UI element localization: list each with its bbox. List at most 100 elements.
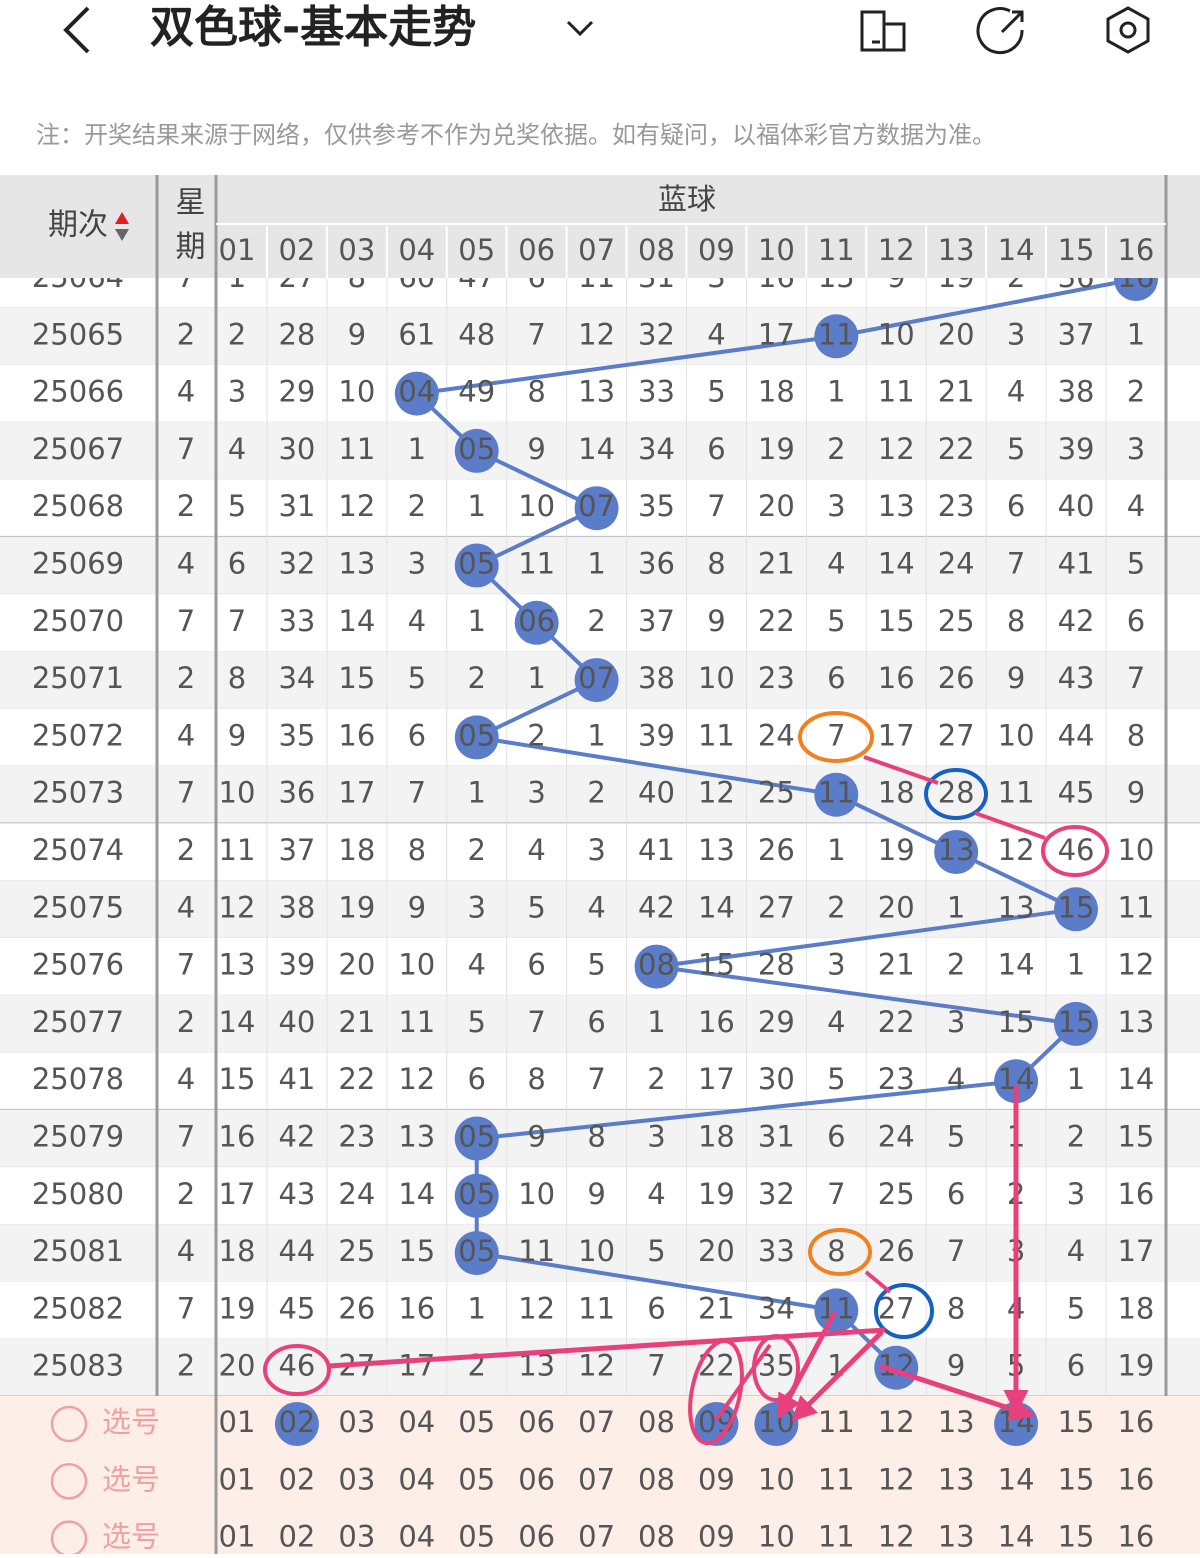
period-header[interactable]: 期次	[48, 208, 108, 243]
select-number[interactable]: 04	[398, 1405, 435, 1439]
settings-icon[interactable]	[1106, 6, 1150, 54]
weekday: 4	[177, 1062, 195, 1096]
select-number[interactable]: 14	[998, 1520, 1035, 1554]
select-number[interactable]: 15	[1058, 1405, 1095, 1439]
select-number[interactable]: 13	[938, 1405, 975, 1439]
miss-count: 1	[947, 890, 965, 924]
miss-count: 28	[938, 776, 975, 810]
select-number[interactable]: 11	[818, 1462, 855, 1496]
select-number[interactable]: 12	[878, 1520, 915, 1554]
miss-count: 11	[878, 375, 915, 409]
ball-number: 05	[458, 1177, 495, 1211]
miss-count: 1	[1067, 948, 1085, 982]
select-number[interactable]: 15	[1058, 1462, 1095, 1496]
select-number[interactable]: 09	[698, 1520, 735, 1554]
miss-count: 1	[647, 1005, 665, 1039]
miss-count: 9	[228, 718, 246, 752]
miss-count: 29	[278, 375, 315, 409]
miss-count: 2	[467, 833, 485, 867]
select-number[interactable]: 09	[698, 1462, 735, 1496]
select-label[interactable]: 选号	[102, 1462, 160, 1496]
select-label[interactable]: 选号	[102, 1405, 160, 1439]
select-number[interactable]: 03	[338, 1520, 375, 1554]
select-number[interactable]: 08	[638, 1405, 675, 1439]
select-number[interactable]: 13	[938, 1520, 975, 1554]
select-number[interactable]: 11	[818, 1405, 855, 1439]
miss-count: 4	[1067, 1234, 1085, 1268]
row-bg	[0, 536, 1200, 595]
weekday: 2	[177, 317, 195, 351]
back-icon[interactable]	[63, 6, 90, 54]
miss-count: 21	[698, 1291, 735, 1325]
select-number[interactable]: 06	[518, 1462, 555, 1496]
select-number[interactable]: 16	[1117, 1462, 1154, 1496]
select-number[interactable]: 01	[219, 1520, 256, 1554]
trend-line	[475, 678, 598, 740]
miss-count: 24	[938, 547, 975, 581]
select-number[interactable]: 05	[458, 1462, 495, 1496]
select-number[interactable]: 06	[518, 1520, 555, 1554]
miss-count: 5	[1007, 432, 1025, 466]
select-number[interactable]: 03	[338, 1405, 375, 1439]
period: 25073	[32, 776, 124, 810]
select-number[interactable]: 08	[638, 1462, 675, 1496]
select-number[interactable]: 02	[278, 1462, 315, 1496]
miss-count: 23	[758, 661, 795, 695]
layout-icon[interactable]	[860, 10, 906, 52]
select-number[interactable]: 01	[219, 1462, 256, 1496]
select-number[interactable]: 10	[758, 1520, 795, 1554]
miss-count: 44	[278, 1234, 315, 1268]
miss-count: 12	[578, 1349, 615, 1383]
miss-count: 36	[638, 547, 675, 581]
miss-count: 4	[827, 1005, 845, 1039]
selected-ball[interactable]	[694, 1402, 739, 1446]
settings-dot	[1119, 21, 1137, 39]
select-number[interactable]: 11	[818, 1520, 855, 1554]
select-number[interactable]: 07	[578, 1520, 615, 1554]
miss-count: 22	[938, 432, 975, 466]
ball	[814, 314, 859, 359]
select-number[interactable]: 04	[398, 1462, 435, 1496]
select-number[interactable]: 08	[638, 1520, 675, 1554]
miss-count: 23	[878, 1062, 915, 1096]
miss-count: 5	[408, 661, 426, 695]
column-header: 05	[458, 233, 495, 267]
select-label[interactable]: 选号	[102, 1520, 160, 1554]
select-number[interactable]: 01	[219, 1405, 256, 1439]
select-number[interactable]: 07	[578, 1462, 615, 1496]
miss-count: 8	[1007, 604, 1025, 638]
miss-count: 8	[1127, 718, 1145, 752]
select-number[interactable]: 14	[998, 1462, 1035, 1496]
arrow	[879, 1363, 1035, 1421]
select-number[interactable]: 02	[278, 1520, 315, 1554]
miss-count: 17	[698, 1062, 735, 1096]
period: 25076	[32, 948, 124, 982]
select-number[interactable]: 16	[1117, 1405, 1154, 1439]
select-number[interactable]: 07	[578, 1405, 615, 1439]
select-number[interactable]: 06	[518, 1405, 555, 1439]
miss-count: 33	[278, 604, 315, 638]
select-number[interactable]: 05	[458, 1405, 495, 1439]
miss-count: 2	[587, 604, 605, 638]
miss-count: 22	[698, 1349, 735, 1383]
select-number[interactable]: 13	[938, 1462, 975, 1496]
selected-ball[interactable]	[274, 1402, 319, 1446]
select-number[interactable]: 12	[878, 1462, 915, 1496]
miss-count: 17	[758, 317, 795, 351]
select-number[interactable]: 10	[758, 1462, 795, 1496]
miss-count: 4	[947, 1062, 965, 1096]
miss-count: 34	[278, 661, 315, 695]
dropdown-icon[interactable]	[566, 20, 594, 37]
select-number[interactable]: 12	[878, 1405, 915, 1439]
select-number[interactable]: 03	[338, 1462, 375, 1496]
miss-count: 9	[1007, 661, 1025, 695]
select-number[interactable]: 16	[1117, 1520, 1154, 1554]
select-number[interactable]: 05	[458, 1520, 495, 1554]
miss-count: 16	[219, 1120, 256, 1154]
period: 25075	[32, 890, 124, 924]
select-number[interactable]: 04	[398, 1520, 435, 1554]
miss-count: 3	[1007, 317, 1025, 351]
select-number[interactable]: 15	[1058, 1520, 1095, 1554]
miss-count: 37	[638, 604, 675, 638]
share-icon[interactable]	[976, 7, 1024, 55]
